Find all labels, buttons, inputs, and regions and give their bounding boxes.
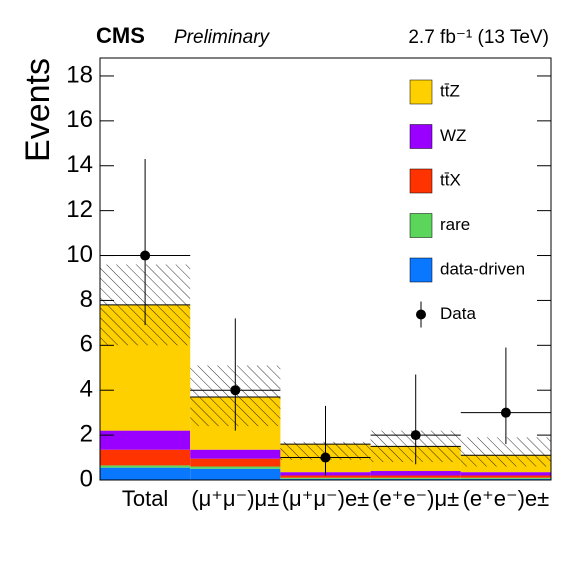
y-tick-label: 0 (80, 465, 93, 492)
stack-segment (460, 475, 551, 478)
luminosity: 2.7 fb⁻¹ (13 TeV) (408, 27, 549, 48)
legend-swatch (409, 257, 433, 283)
stack-segment (100, 465, 191, 468)
subtitle: Preliminary (174, 27, 271, 48)
x-tick-label: (μ⁺μ⁻)μ± (191, 486, 279, 511)
data-point (410, 430, 421, 441)
y-tick-label: 10 (66, 241, 93, 268)
legend-swatch (409, 168, 433, 194)
legend-label: tt̄Z (440, 81, 460, 100)
y-axis-label: Events (19, 58, 57, 162)
legend-label: rare (440, 215, 470, 234)
y-tick-label: 2 (80, 420, 93, 447)
y-tick-label: 8 (80, 286, 93, 313)
data-point (230, 385, 241, 396)
stack-segment (100, 430, 191, 450)
stack-segment (460, 477, 551, 479)
stack-segment (190, 458, 281, 467)
stack-segment (190, 466, 281, 469)
data-point (320, 452, 331, 463)
y-tick-label: 14 (66, 151, 93, 178)
x-tick-label: Total (122, 486, 168, 511)
legend-label: WZ (440, 126, 466, 145)
frame (99, 57, 552, 481)
stack-segment (370, 478, 461, 480)
stack-segment (100, 449, 191, 466)
stack-segment (100, 467, 191, 480)
y-tick-label: 4 (80, 376, 93, 403)
y-tick-label: 16 (66, 106, 93, 133)
data-point (500, 407, 511, 418)
legend-data-marker (416, 309, 426, 320)
x-tick-label: (e⁺e⁻)e± (463, 486, 550, 511)
stack-segment (370, 471, 461, 476)
legend-label: Data (440, 304, 476, 323)
legend-label: data-driven (440, 259, 525, 278)
legend-swatch (409, 213, 433, 238)
stack-segment (370, 477, 461, 479)
y-tick-label: 12 (66, 196, 93, 223)
stack-segment (370, 475, 461, 478)
plot-area (100, 159, 551, 480)
stack-segment (460, 478, 551, 480)
stack-segment (460, 472, 551, 476)
stack-segment (280, 477, 371, 479)
legend-swatch (409, 79, 433, 105)
stack-segment (190, 468, 281, 480)
chart-title: CMS (96, 23, 145, 48)
legend-swatch (409, 124, 433, 149)
stack-segment (280, 478, 371, 480)
data-point (140, 250, 151, 261)
stack-segment (190, 449, 281, 459)
y-tick-label: 18 (66, 61, 93, 88)
y-tick-label: 6 (80, 331, 93, 358)
stack-segment (280, 475, 371, 478)
x-tick-label: (μ⁺μ⁻)e± (282, 486, 370, 511)
legend-label: tt̄X (440, 170, 461, 189)
x-tick-label: (e⁺e⁻)μ± (372, 486, 459, 511)
